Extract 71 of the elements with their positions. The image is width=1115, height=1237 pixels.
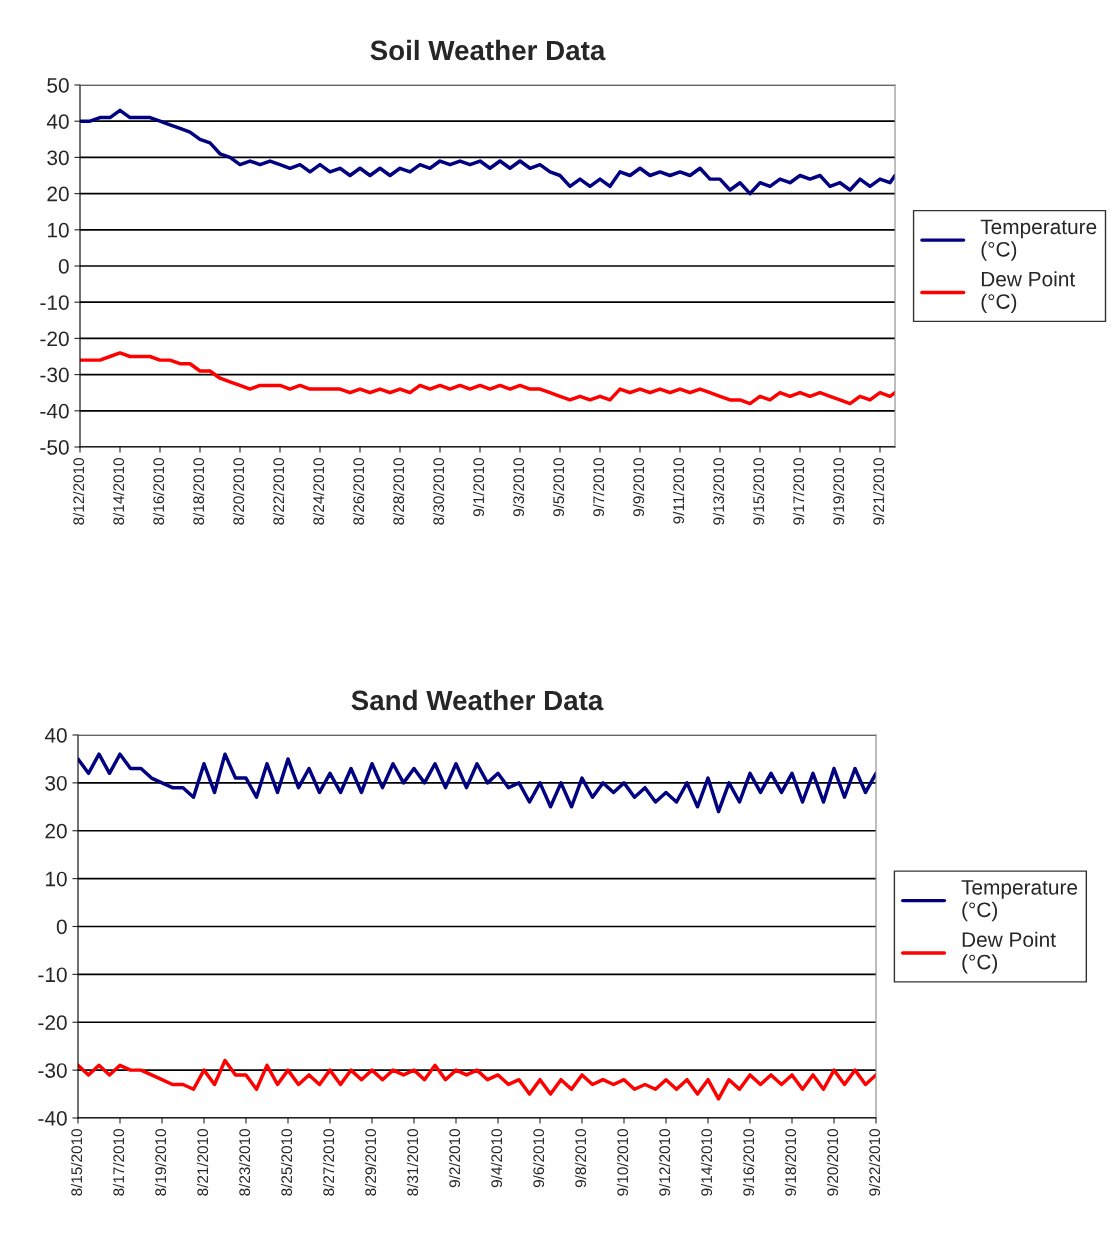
x-tick-label: 9/15/2010 <box>752 458 765 525</box>
x-tick-label: 8/12/2010 <box>72 458 85 525</box>
x-tick-label: 8/17/2010 <box>112 1129 125 1196</box>
x-tick-label: 9/8/2010 <box>574 1129 587 1188</box>
x-tick-label: 9/3/2010 <box>512 458 525 517</box>
y-tick-label: -10 <box>38 967 67 983</box>
x-tick-label: 8/24/2010 <box>312 458 325 525</box>
y-tick-label: 40 <box>44 728 67 743</box>
x-tick-label: 8/20/2010 <box>232 458 245 525</box>
x-tick-label: 9/19/2010 <box>832 458 845 525</box>
y-tick-label: 20 <box>45 823 67 839</box>
x-tick-label: 9/17/2010 <box>792 458 805 525</box>
x-tick-label: 9/9/2010 <box>632 458 645 517</box>
y-tick-label: -30 <box>40 367 69 383</box>
x-tick-label: 9/18/2010 <box>784 1129 797 1196</box>
line-series <box>78 1058 876 1101</box>
x-tick-label: 9/7/2010 <box>592 458 605 517</box>
y-tick-label: 30 <box>47 150 69 166</box>
y-tick-label: 20 <box>47 186 69 202</box>
x-tick-label: 9/21/2010 <box>872 458 885 525</box>
x-tick-label: 8/16/2010 <box>152 458 165 525</box>
y-tick-label: -10 <box>40 295 69 310</box>
x-tick-label: 8/27/2010 <box>322 1129 335 1196</box>
chart-title: Sand Weather Data <box>351 689 604 711</box>
x-tick-label: 9/2/2010 <box>448 1129 461 1188</box>
x-tick-label: 9/6/2010 <box>532 1129 545 1188</box>
x-tick-label: 8/14/2010 <box>112 458 125 525</box>
chart-title: Soil Weather Data <box>370 39 606 61</box>
y-tick-label: -20 <box>38 1015 67 1030</box>
x-tick-label: 8/29/2010 <box>364 1129 377 1196</box>
y-tick-label: 50 <box>47 78 69 93</box>
y-tick-label: 10 <box>48 222 69 238</box>
x-tick-label: 8/30/2010 <box>432 458 445 525</box>
x-tick-label: 9/20/2010 <box>826 1129 839 1196</box>
x-tick-label: 9/16/2010 <box>742 1129 755 1196</box>
y-tick-label: -40 <box>38 1111 67 1126</box>
y-tick-label: 0 <box>56 919 67 935</box>
x-tick-label: 9/5/2010 <box>552 458 565 517</box>
x-tick-label: 9/11/2010 <box>672 458 685 524</box>
x-tick-label: 8/22/2010 <box>272 458 285 525</box>
legend-label: Dew Point (°C) <box>981 271 1076 314</box>
legend-label: Temperature (°C) <box>980 219 1097 261</box>
x-tick-label: 8/23/2010 <box>238 1129 251 1196</box>
y-tick-label: -50 <box>40 440 69 455</box>
x-tick-label: 8/19/2010 <box>154 1129 167 1196</box>
line-series <box>78 752 876 814</box>
y-tick-label: -20 <box>40 331 69 347</box>
x-tick-label: 8/15/2010 <box>70 1129 83 1196</box>
x-tick-label: 8/31/2010 <box>406 1129 419 1196</box>
x-tick-label: 8/18/2010 <box>192 458 205 525</box>
x-tick-label: 9/14/2010 <box>700 1129 713 1196</box>
x-tick-label: 9/4/2010 <box>490 1129 503 1188</box>
x-tick-label: 9/10/2010 <box>616 1129 629 1196</box>
y-tick-label: -40 <box>40 403 69 419</box>
x-tick-label: 8/26/2010 <box>352 458 365 525</box>
x-tick-label: 9/12/2010 <box>658 1129 671 1196</box>
legend-label: Temperature (°C) <box>961 880 1078 922</box>
y-tick-label: -30 <box>38 1063 67 1078</box>
x-tick-label: 8/25/2010 <box>280 1129 293 1196</box>
x-tick-label: 9/13/2010 <box>712 458 725 525</box>
x-tick-label: 8/28/2010 <box>392 458 405 525</box>
x-tick-label: 8/21/2010 <box>196 1129 209 1196</box>
x-tick-label: 9/1/2010 <box>472 458 485 517</box>
x-tick-label: 9/22/2010 <box>868 1129 881 1196</box>
y-tick-label: 40 <box>46 114 69 129</box>
line-series <box>80 108 895 196</box>
legend-label: Dew Point (°C) <box>962 931 1056 974</box>
line-series <box>80 351 895 406</box>
y-tick-label: 30 <box>45 775 67 791</box>
y-tick-label: 0 <box>58 259 69 274</box>
y-tick-label: 10 <box>46 871 67 887</box>
